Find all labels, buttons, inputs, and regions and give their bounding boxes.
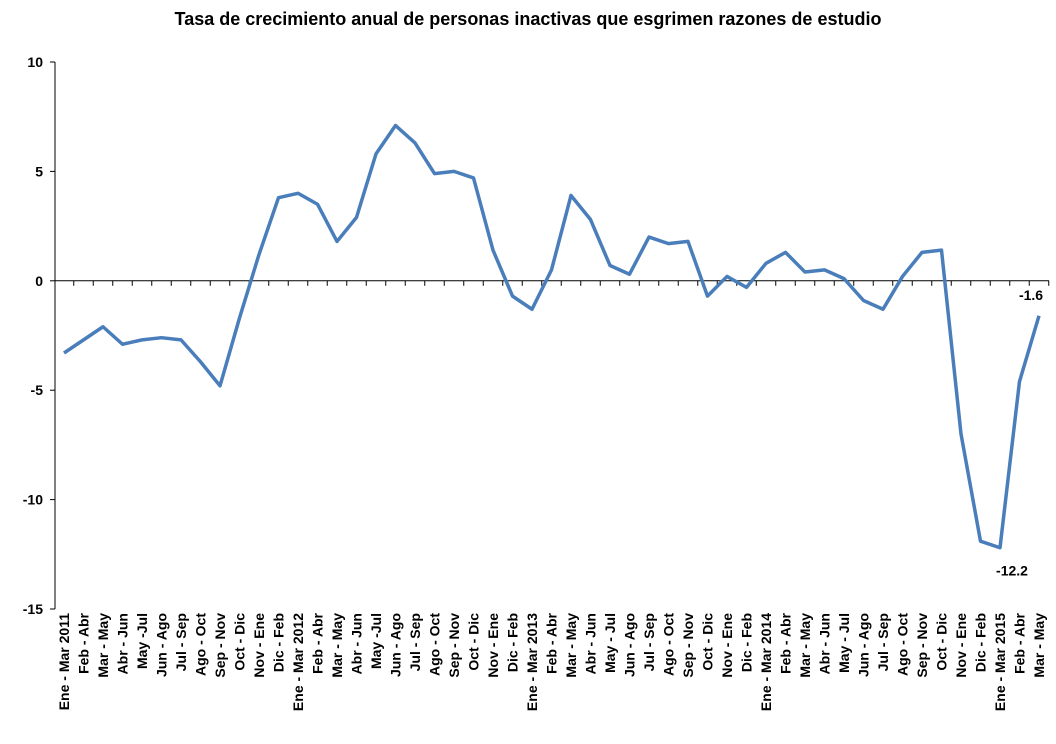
x-tick-label: Oct - Dic bbox=[232, 613, 248, 671]
x-tick-label: May - Jul bbox=[602, 613, 618, 673]
x-tick-label: Jun - Ago bbox=[388, 613, 404, 677]
y-tick-label: -15 bbox=[23, 601, 43, 617]
y-tick-label: 10 bbox=[27, 54, 43, 70]
x-tick-label: Abr - Jun bbox=[349, 613, 365, 674]
x-tick-label: Ene - Mar 2013 bbox=[524, 613, 540, 711]
x-tick-label: Mar - May bbox=[1031, 613, 1047, 678]
x-tick-label: Jun - Ago bbox=[856, 613, 872, 677]
x-tick-label: Ago - Oct bbox=[427, 613, 443, 676]
x-tick-label: Jul - Sep bbox=[641, 613, 657, 671]
data-label: -1.6 bbox=[1019, 287, 1043, 303]
x-tick-label: Mar - May bbox=[329, 613, 345, 678]
x-tick-label: Nov - Ene bbox=[953, 613, 969, 678]
x-tick-label: Abr - Jun bbox=[817, 613, 833, 674]
x-tick-label: Nov - Ene bbox=[251, 613, 267, 678]
x-tick-label: Feb - Abr bbox=[310, 612, 326, 673]
x-tick-label: Jul - Sep bbox=[407, 613, 423, 671]
data-label: -12.2 bbox=[996, 563, 1028, 579]
data-line bbox=[63, 123, 1041, 550]
x-tick-label: Feb - Abr bbox=[544, 612, 560, 673]
x-tick-label: May -Jul bbox=[134, 613, 150, 669]
x-tick-label: Ago - Oct bbox=[193, 613, 209, 676]
x-tick-label: Jun - Ago bbox=[622, 613, 638, 677]
x-tick-label: Mar - May bbox=[563, 613, 579, 678]
x-tick-label: Abr - Jun bbox=[115, 613, 131, 674]
x-tick-label: Feb - Abr bbox=[778, 612, 794, 673]
x-tick-label: Oct - Dic bbox=[700, 613, 716, 671]
x-tick-label: Sep - Nov bbox=[680, 613, 696, 678]
x-tick-label: Nov - Ene bbox=[485, 613, 501, 678]
x-tick-label: Oct - Dic bbox=[466, 613, 482, 671]
x-tick-label: Jun - Ago bbox=[154, 613, 170, 677]
x-tick-label: Mar - May bbox=[95, 613, 111, 678]
x-tick-label: Sep - Nov bbox=[914, 613, 930, 678]
x-tick-label: Dic - Feb bbox=[739, 613, 755, 672]
x-tick-label: Sep - Nov bbox=[212, 613, 228, 678]
x-tick-label: Ene - Mar 2011 bbox=[56, 613, 72, 710]
x-tick-label: Mar - May bbox=[797, 613, 813, 678]
y-tick-label: 5 bbox=[35, 163, 43, 179]
y-tick-label: -10 bbox=[23, 492, 43, 508]
x-tick-label: Feb - Abr bbox=[1012, 612, 1028, 673]
x-tick-label: Abr - Jun bbox=[583, 613, 599, 674]
x-tick-label: Ene - Mar 2012 bbox=[290, 613, 306, 711]
x-tick-label: Feb - Abr bbox=[76, 612, 92, 673]
x-tick-label: Ago - Oct bbox=[895, 613, 911, 676]
x-tick-label: Dic - Feb bbox=[505, 613, 521, 672]
x-tick-label: Sep - Nov bbox=[446, 613, 462, 678]
x-tick-label: May - Jul bbox=[836, 613, 852, 673]
x-tick-label: Ene - Mar 2014 bbox=[758, 613, 774, 711]
x-tick-label: Jul - Sep bbox=[875, 613, 891, 671]
x-tick-label: Dic - Feb bbox=[271, 613, 287, 672]
chart-title: Tasa de crecimiento anual de personas in… bbox=[174, 9, 882, 29]
x-tick-label: Jul - Sep bbox=[173, 613, 189, 671]
x-tick-label: Ene - Mar 2015 bbox=[992, 613, 1008, 711]
x-tick-label: Nov - Ene bbox=[719, 613, 735, 678]
y-tick-label: 0 bbox=[35, 273, 43, 289]
y-tick-label: -5 bbox=[31, 382, 44, 398]
x-tick-label: May -Jul bbox=[368, 613, 384, 669]
x-tick-label: Dic - Feb bbox=[973, 613, 989, 672]
x-tick-label: Oct - Dic bbox=[934, 613, 950, 671]
x-tick-label: Ago - Oct bbox=[661, 613, 677, 676]
